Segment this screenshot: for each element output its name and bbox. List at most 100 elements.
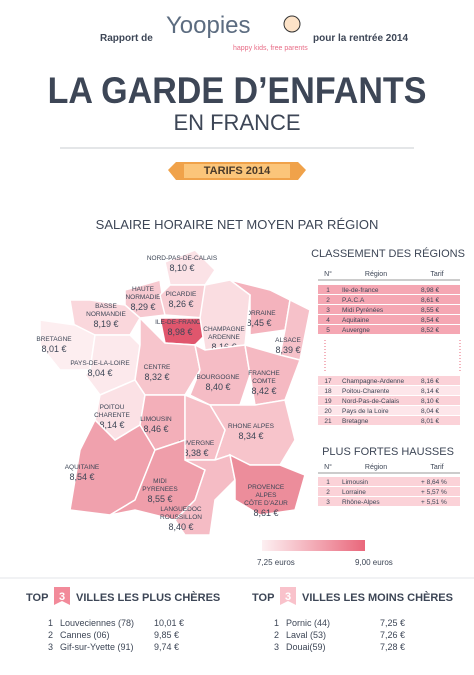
city-title: VILLES LES MOINS CHÈRES [302,591,453,604]
region-value: 8,98 € [167,327,192,337]
table-header: N° [324,463,332,471]
cell: 2 [326,489,330,496]
logo: Yoopies [166,12,251,39]
region [164,249,216,286]
region-name: ALPES [256,492,278,499]
city-price: 7,26 € [380,630,405,640]
region-name: ILE-DE-FRANCE [155,319,206,326]
row-bg [318,406,460,415]
city-rank: 1 [48,618,53,628]
row-bg [318,487,460,496]
region-name: LANGUEDOC [160,506,201,513]
city-rank: 3 [48,642,53,652]
region-name: HAUTE [132,286,155,293]
row-bg [318,477,460,486]
cell: P.A.C.A [342,297,365,304]
top-number: 3 [59,591,65,603]
region-name: RHONE ALPES [228,423,275,430]
region-name: PICARDIE [166,291,197,298]
table-header: Tarif [430,464,443,471]
cell: 8,10 € [421,398,439,405]
subtitle: EN FRANCE [173,110,300,135]
cell: Auvergne [342,327,370,334]
title: LA GARDE D’ENFANTS [48,70,427,112]
cell: 4 [326,317,330,324]
region-value: 8,26 € [168,299,193,309]
cell: Midi Pyrénées [342,307,384,314]
cell: Limousin [342,479,368,486]
table-header: Région [365,271,387,278]
region-name: LORRAINE [242,310,276,317]
cell: 20 [324,408,332,415]
region-name: COMTE [252,378,276,385]
badge-inner [184,164,290,178]
top-label: TOP [26,592,48,604]
region-name: BOURGOGNE [197,374,241,381]
cell: Lorraine [342,489,366,496]
region-name: PAYS-DE-LA-LOIRE [70,360,130,367]
row-bg [318,315,460,324]
city-price: 9,74 € [154,642,179,652]
row-bg [318,396,460,405]
city-price: 7,25 € [380,618,405,628]
cell: Bretagne [342,418,369,425]
city-name: Gif-sur-Yvette (91) [60,642,134,652]
cell: Aquitaine [342,317,369,324]
row-bg [318,416,460,425]
region-name: CÔTE D’AZUR [244,498,288,507]
region-name: POITOU [100,404,125,411]
cell: 8,14 € [421,388,439,395]
city-rank: 2 [274,630,279,640]
region-value: 8,55 € [147,494,172,504]
city-price: 10,01 € [154,618,184,628]
region-value: 8,54 € [69,472,94,482]
region-name: PROVENCE [248,484,285,491]
city-rank: 2 [48,630,53,640]
region-name: NORMANDIE [86,311,126,318]
cell: Champagne-Ardenne [342,378,405,385]
region [174,454,236,536]
region-name: NORMADIE [125,294,161,301]
city-name: Cannes (06) [60,630,110,640]
region-name: PYRENEES [142,486,178,493]
city-name: Laval (53) [286,630,326,640]
region-value: 8,45 € [246,318,271,328]
region-name: CHARENTE [94,412,130,419]
region-value: 8,40 € [205,382,230,392]
cell: 21 [324,418,332,425]
cell: 8,04 € [421,408,439,415]
cell: Rhône-Alpes [342,499,380,506]
cell: + 8,64 % [421,479,447,486]
flag [54,587,70,605]
cell: 1 [326,287,330,294]
cell: 3 [326,499,330,506]
header-left: Rapport de [100,33,153,44]
city-rank: 1 [274,618,279,628]
logo-icon [283,15,301,33]
map-title: SALAIRE HORAIRE NET MOYEN PAR RÉGION [96,217,379,232]
cell: 17 [324,378,332,385]
city-price: 7,28 € [380,642,405,652]
city-name: Pornic (44) [286,618,330,628]
region-value: 8,29 € [130,302,155,312]
ranking-title: CLASSEMENT DES RÉGIONS [311,247,465,260]
cell: Nord-Pas-de-Calais [342,398,400,405]
region-value: 8,38 € [183,448,208,458]
cell: 8,52 € [421,327,439,334]
table-header: Région [365,464,387,471]
table-header: N° [324,270,332,278]
region-name: ROUSSILLON [160,514,202,521]
region-value: 8,61 € [253,508,278,518]
tagline: happy kids, free parents [233,45,308,52]
region-value: 8,40 € [168,522,193,532]
region-value: 8,42 € [251,386,276,396]
increases-title: PLUS FORTES HAUSSES [322,446,454,458]
region-name: AUVERGNE [178,440,215,447]
cell: Poitou-Charente [342,388,390,395]
cell: 8,54 € [421,317,439,324]
top-number: 3 [285,591,291,603]
region-value: 8,10 € [169,263,194,273]
row-bg [318,376,460,385]
region-name: AQUITAINE [65,464,100,471]
